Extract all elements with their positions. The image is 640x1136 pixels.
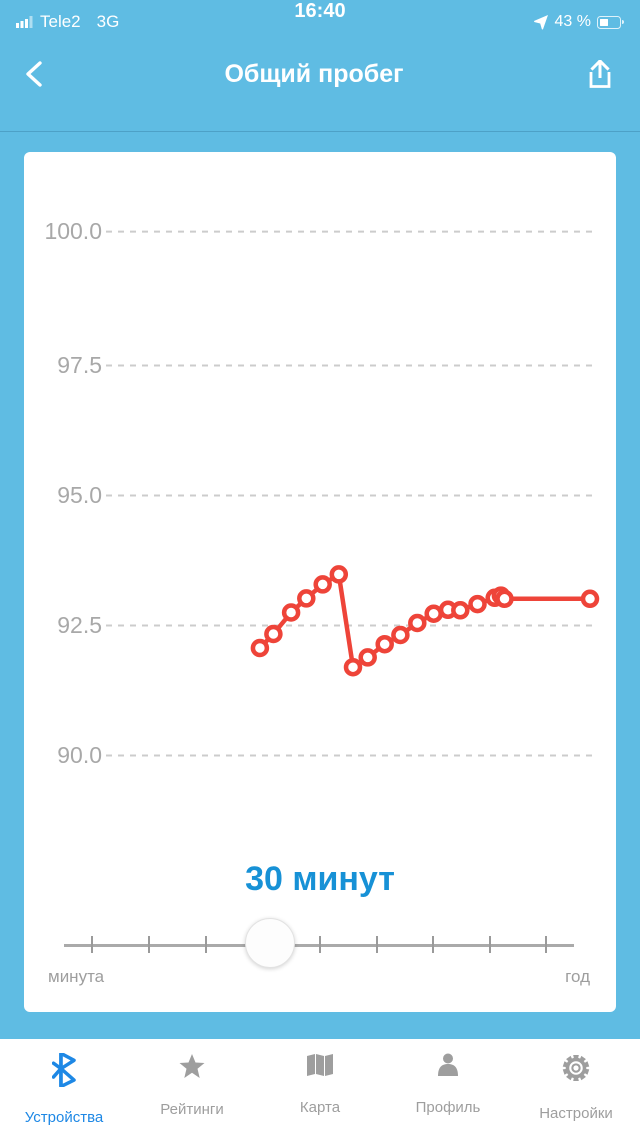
svg-text:90.0: 90.0 [57,742,102,768]
svg-text:100.0: 100.0 [44,218,102,244]
svg-text:95.0: 95.0 [57,482,102,508]
svg-text:97.5: 97.5 [57,352,102,378]
svg-text:92.5: 92.5 [57,612,102,638]
